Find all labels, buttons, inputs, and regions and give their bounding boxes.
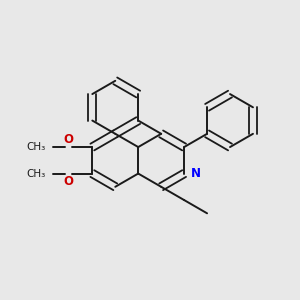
Text: CH₃: CH₃ (27, 169, 46, 178)
Text: O: O (64, 133, 74, 146)
Text: CH₃: CH₃ (27, 142, 46, 152)
Text: N: N (190, 167, 201, 180)
Text: O: O (64, 175, 74, 188)
